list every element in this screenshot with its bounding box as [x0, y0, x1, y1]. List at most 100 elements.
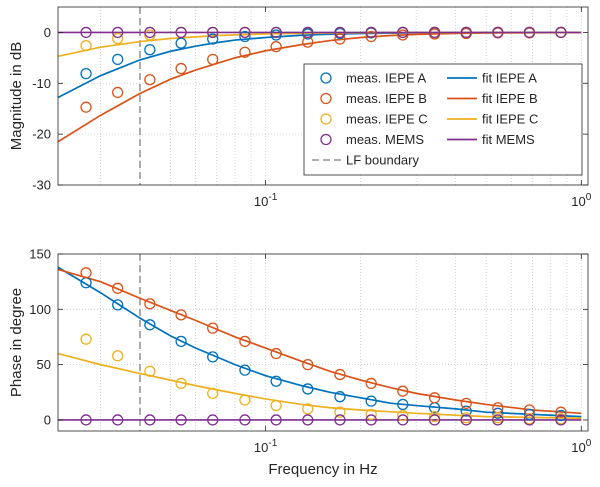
- phase-meas-iepe-c-point: [112, 350, 124, 362]
- magnitude-meas-mems-point: [207, 26, 219, 39]
- phase-meas-iepe-b-point: [365, 377, 377, 390]
- legend-meas-mems-marker: [320, 133, 332, 146]
- phase-meas-iepe-a-point: [270, 375, 282, 387]
- phase-meas-mems-points: [80, 414, 567, 426]
- legend-label: fit IEPE C: [482, 112, 538, 127]
- phase-meas-iepe-a-point: [460, 405, 472, 417]
- phase-meas-mems-point: [492, 414, 504, 426]
- magnitude-ylabel: Magnitude in dB: [8, 42, 25, 150]
- magnitude-meas-mems-points: [80, 26, 567, 39]
- magnitude-meas-mems-point: [302, 26, 314, 39]
- magnitude-meas-mems-point: [334, 26, 346, 39]
- phase-meas-iepe-b-point: [175, 309, 187, 321]
- phase-meas-iepe-b-point: [555, 406, 567, 418]
- phase-meas-mems-point: [175, 414, 187, 426]
- legend-label: fit IEPE B: [482, 91, 538, 106]
- phase-meas-iepe-c-point: [365, 408, 377, 421]
- magnitude-meas-iepe-b-point: [334, 33, 346, 45]
- phase-meas-iepe-a-point: [523, 408, 536, 421]
- phase-axes-background: [58, 254, 588, 431]
- legend-box: [303, 63, 583, 176]
- magnitude-ytick-label: -10: [32, 76, 51, 91]
- magnitude-meas-mems-point: [175, 26, 187, 39]
- legend-label: LF boundary: [346, 153, 419, 168]
- magnitude-meas-iepe-b-point: [270, 41, 282, 53]
- magnitude-meas-iepe-b-point: [112, 86, 124, 99]
- phase-meas-iepe-b-point: [112, 282, 124, 294]
- magnitude-ytick-label: 0: [44, 25, 51, 40]
- phase-fit-iepe-c-line: [57, 352, 582, 420]
- phase-ylabel: Phase in degree: [8, 288, 25, 397]
- phase-meas-mems-point: [112, 414, 124, 426]
- phase-meas-iepe-c-point: [207, 387, 219, 400]
- magnitude-meas-iepe-a-point: [207, 33, 219, 45]
- phase-meas-iepe-c-point: [302, 403, 314, 415]
- magnitude-meas-iepe-a-point: [112, 53, 124, 66]
- magnitude-meas-iepe-a-point: [80, 67, 92, 80]
- phase-meas-iepe-a-point: [492, 407, 504, 419]
- phase-fit-iepe-b-line: [57, 268, 582, 415]
- magnitude-meas-mems-point: [523, 26, 536, 39]
- magnitude-meas-mems-point: [80, 26, 92, 39]
- phase-meas-mems-point: [428, 414, 441, 426]
- phase-meas-iepe-b-point: [144, 298, 156, 310]
- magnitude-legend: meas. IEPE A fit IEPE A meas. IEPE B fit IE…: [303, 63, 583, 176]
- phase-xtick-label: 10-1: [254, 438, 278, 455]
- phase-meas-iepe-c-point: [334, 406, 346, 418]
- magnitude-meas-mems-point: [397, 26, 409, 39]
- phase-meas-iepe-c-point: [270, 399, 282, 412]
- phase-meas-iepe-b-point: [270, 347, 282, 360]
- phase-meas-iepe-a-points: [80, 277, 567, 422]
- phase-meas-iepe-b-point: [207, 322, 219, 334]
- phase-meas-iepe-a-point: [112, 299, 124, 311]
- phase-axes-box: [57, 253, 589, 432]
- phase-meas-iepe-c-point: [428, 410, 441, 423]
- magnitude-meas-iepe-b-point: [365, 30, 377, 43]
- phase-ytick-label: 0: [44, 412, 51, 427]
- phase-meas-iepe-c-point: [239, 394, 251, 406]
- phase-meas-iepe-b-point: [428, 392, 441, 404]
- magnitude-xtick-label: 100: [571, 192, 591, 209]
- phase-meas-mems-point: [144, 414, 156, 426]
- phase-meas-iepe-c-point: [397, 409, 409, 422]
- phase-meas-iepe-b-point: [80, 267, 92, 279]
- phase-meas-mems-point: [555, 414, 567, 426]
- magnitude-meas-iepe-c-point: [112, 32, 124, 45]
- phase-meas-mems-point: [239, 414, 251, 426]
- magnitude-meas-iepe-b-point: [144, 74, 156, 86]
- magnitude-meas-iepe-a-point: [175, 37, 187, 49]
- phase-meas-iepe-a-point: [555, 409, 567, 422]
- magnitude-xtick-label: 10-1: [254, 192, 278, 209]
- legend-label: fit MEMS: [482, 132, 535, 147]
- legend-label: meas. IEPE C: [346, 112, 428, 127]
- magnitude-ytick-label: -30: [32, 178, 51, 193]
- magnitude-meas-iepe-b-point: [239, 46, 251, 58]
- phase-ytick-label: 100: [29, 302, 51, 317]
- phase-meas-iepe-b-point: [334, 368, 346, 381]
- legend-meas-iepe-a-marker: [320, 72, 332, 84]
- phase-meas-mems-point: [334, 414, 346, 426]
- phase-meas-iepe-a-point: [207, 351, 219, 363]
- phase-meas-mems-point: [270, 414, 282, 426]
- phase-meas-iepe-b-point: [239, 335, 251, 348]
- phase-xlabel: Frequency in Hz: [268, 461, 377, 478]
- magnitude-meas-mems-point: [239, 26, 251, 39]
- magnitude-meas-iepe-c-point: [80, 40, 92, 52]
- phase-ytick-label: 50: [37, 357, 51, 372]
- phase-meas-iepe-a-point: [239, 364, 251, 376]
- magnitude-ytick-label: -20: [32, 127, 51, 142]
- phase-plot: 150 100 50 0 10-1 100 Phase in degree Frequency…: [8, 247, 592, 479]
- phase-meas-iepe-b-point: [460, 397, 472, 409]
- legend-label: meas. MEMS: [346, 132, 424, 147]
- phase-meas-mems-point: [80, 414, 92, 426]
- magnitude-meas-mems-point: [144, 26, 156, 39]
- magnitude-meas-mems-point: [555, 26, 567, 39]
- magnitude-meas-iepe-b-point: [175, 62, 187, 75]
- legend-label: meas. IEPE A: [346, 71, 427, 86]
- magnitude-meas-iepe-b-point: [80, 101, 92, 113]
- phase-fit-iepe-a-line: [57, 266, 582, 418]
- magnitude-plot: 0 -10 -20 -30 10-1 100 Magnitude in dB meas. IE…: [8, 6, 592, 209]
- magnitude-meas-mems-point: [365, 26, 377, 39]
- phase-meas-iepe-a-point: [365, 395, 377, 407]
- phase-meas-iepe-a-point: [144, 319, 156, 331]
